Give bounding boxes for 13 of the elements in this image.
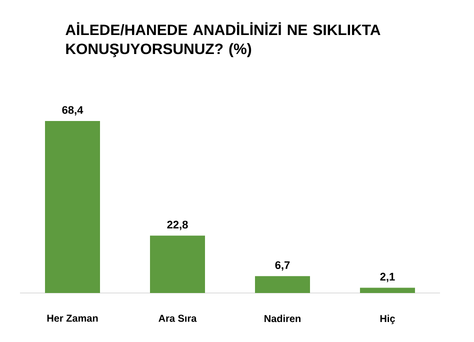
bar: [45, 120, 100, 293]
x-tick-label: Her Zaman: [47, 314, 98, 322]
chart-title: AİLEDE/HANEDE ANADİLİNİZİ NE SIKLIKTA KONUŞUYORSUNUZ? (%): [66, 22, 380, 58]
bar: [150, 236, 205, 293]
x-tick-label: Ara Sıra: [158, 314, 197, 322]
bar: [360, 288, 415, 293]
bar: [255, 276, 310, 293]
data-label: 6,7: [275, 261, 290, 271]
x-tick-label: Hiç: [380, 314, 395, 324]
x-tick-label: Nadiren: [264, 314, 300, 322]
data-label: 22,8: [167, 220, 188, 230]
data-label: 68,4: [62, 106, 84, 116]
data-label: 2,1: [380, 272, 395, 282]
